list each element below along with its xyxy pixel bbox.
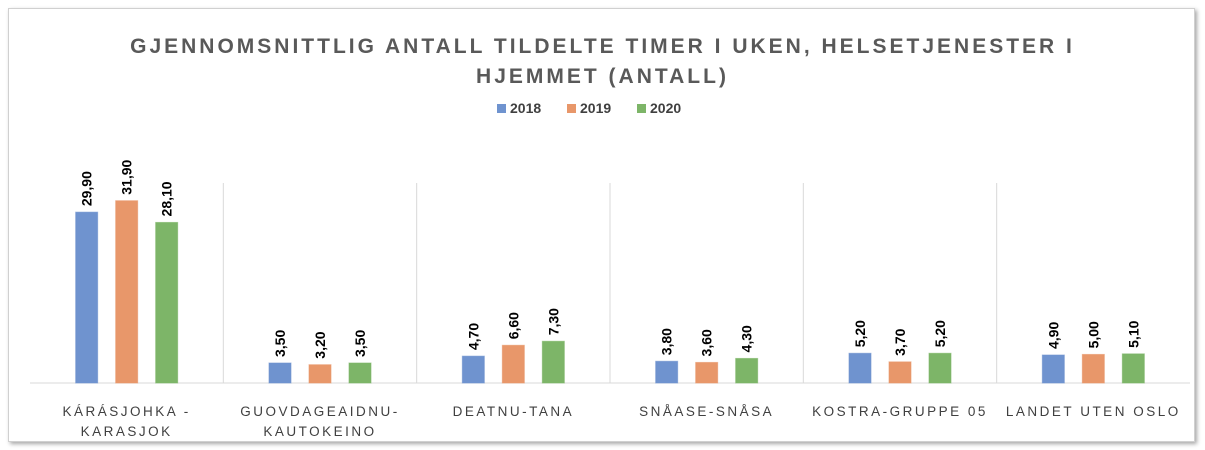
bar	[115, 200, 139, 384]
x-tick-label: SNÅASE-SNÅSA	[639, 404, 775, 419]
bar	[1081, 353, 1105, 384]
bar	[348, 362, 372, 384]
bar	[308, 364, 332, 384]
legend-label: 2018	[510, 100, 541, 116]
value-label: 7,30	[545, 308, 561, 335]
bar	[848, 352, 872, 384]
value-label: 5,20	[852, 320, 868, 347]
bar	[501, 344, 525, 384]
legend-swatch	[497, 104, 506, 113]
value-label: 3,50	[272, 330, 288, 357]
bar	[655, 360, 679, 384]
legend-label: 2019	[580, 100, 611, 116]
value-label: 5,20	[932, 320, 948, 347]
bar	[928, 352, 952, 384]
value-label: 3,60	[699, 329, 715, 356]
value-label: 3,80	[659, 328, 675, 355]
bar	[1041, 354, 1065, 384]
value-label: 3,50	[352, 330, 368, 357]
bar	[888, 361, 912, 384]
legend-swatch	[637, 104, 646, 113]
value-label: 5,10	[1125, 320, 1141, 347]
bar	[1121, 353, 1145, 384]
chart-title: GJENNOMSNITTLIG ANTALL TILDELTE TIMER I …	[130, 35, 1075, 88]
bar	[461, 355, 485, 384]
bar	[735, 357, 759, 384]
value-label: 28,10	[159, 181, 175, 216]
bar	[541, 340, 565, 384]
legend-swatch	[567, 104, 576, 113]
value-label: 3,70	[892, 328, 908, 355]
x-tick-label: LANDET UTEN OSLO	[1005, 404, 1181, 419]
legend-label: 2020	[650, 100, 681, 116]
value-label: 31,90	[119, 159, 135, 194]
x-tick-label: DEATNU-TANA	[452, 404, 575, 419]
value-label: 5,00	[1085, 321, 1101, 348]
value-label: 4,90	[1045, 322, 1061, 349]
value-label: 6,60	[505, 312, 521, 339]
bar	[268, 362, 292, 384]
bar	[695, 361, 719, 384]
value-label: 4,70	[465, 323, 481, 350]
x-tick-label: KÁRÁSJOHKA - KARASJOK	[62, 404, 191, 439]
x-tick-label: KOSTRA-GRUPPE 05	[812, 404, 988, 419]
x-tick-label: GUOVDAGEAIDNU-KAUTOKEINO	[240, 404, 400, 439]
bar	[75, 211, 99, 384]
value-label: 29,90	[79, 171, 95, 206]
value-label: 4,30	[739, 325, 755, 352]
bar	[155, 221, 179, 384]
value-label: 3,20	[312, 331, 328, 358]
